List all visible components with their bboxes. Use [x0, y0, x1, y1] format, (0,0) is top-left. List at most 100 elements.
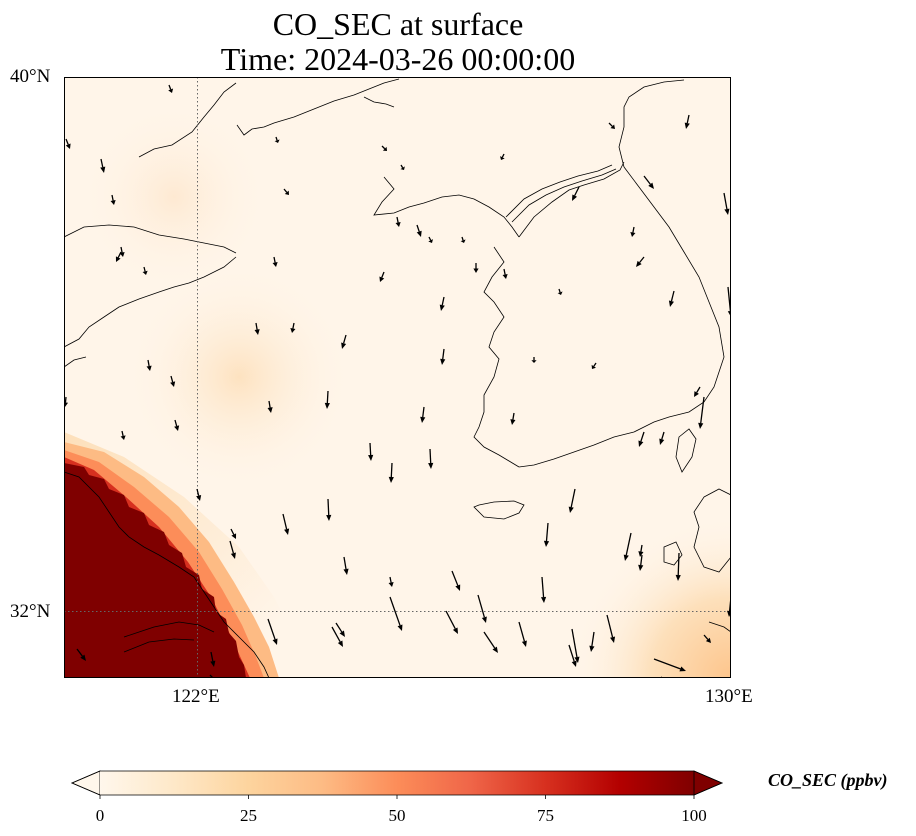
wind-arrow-shaft [541, 576, 545, 598]
map-border [64, 77, 731, 678]
wind-arrow-shaft [570, 488, 576, 508]
wind-arrow-shaft [343, 334, 347, 344]
wind-arrow-shaft [696, 386, 701, 393]
wind-arrow-shaft [120, 246, 123, 253]
wind-arrow-head [439, 304, 445, 311]
wind-arrow-shaft [282, 513, 288, 530]
colorbar-tick-label: 100 [681, 806, 707, 825]
colorbar-label: CO_SEC (ppbv) [768, 770, 888, 790]
wind-arrow-head [290, 327, 296, 333]
wind-arrow-shaft [677, 552, 680, 576]
wind-arrow-head [231, 533, 237, 539]
wind-arrow-head [382, 146, 387, 151]
wind-arrow-shaft [632, 226, 635, 233]
wind-arrow-head [196, 494, 202, 501]
wind-arrow-head [638, 440, 644, 447]
wind-arrow-head [343, 568, 349, 575]
wind-arrow-head [339, 630, 345, 637]
wind-arrow-shaft [574, 186, 580, 196]
wind-arrow-head [337, 640, 343, 647]
wind-arrow-shaft [170, 375, 174, 383]
map-panel [64, 77, 731, 678]
lat-tick-label: 40°N [10, 66, 51, 87]
wind-arrow-head [110, 199, 116, 205]
wind-arrow-head [455, 584, 461, 591]
wind-arrow-head [230, 552, 236, 559]
wind-arrow-shaft [273, 256, 276, 263]
wind-arrow-head [694, 391, 699, 397]
wind-arrow-head [267, 407, 273, 413]
wind-arrow-shaft [255, 322, 258, 330]
map-canvas [64, 77, 731, 678]
wind-arrow-head [572, 194, 578, 201]
wind-arrow-head [481, 616, 487, 623]
wind-arrow-head [388, 581, 394, 587]
wind-arrow-head [272, 261, 278, 267]
wind-arrow-shaft [389, 576, 392, 583]
colorbar-tick-label: 50 [388, 806, 406, 825]
wind-arrow-shaft [428, 236, 432, 241]
wind-arrow-shaft [670, 290, 675, 302]
wind-arrow-head [636, 260, 642, 267]
wind-arrow-head [668, 300, 674, 307]
wind-arrow-shaft [686, 114, 690, 124]
wind-arrow-shaft [441, 296, 445, 306]
wind-arrow-head [254, 329, 260, 335]
map-title: CO_SEC at surface [272, 6, 524, 42]
wind-arrow-head [571, 660, 577, 667]
wind-arrow-head [115, 256, 121, 262]
wind-arrow-head [502, 273, 508, 279]
wind-arrow-head [428, 462, 434, 469]
wind-arrow-shaft [369, 442, 372, 456]
wind-arrow-shaft [422, 406, 425, 418]
lat-tick-label: 32°N [10, 601, 51, 622]
wind-arrow-head [610, 636, 616, 643]
wind-arrow-head [724, 208, 730, 215]
wind-arrow-head [531, 360, 537, 363]
wind-arrow-head [521, 640, 527, 647]
wind-arrow-head [210, 660, 216, 667]
wind-arrow-head [397, 624, 403, 631]
wind-arrow-shaft [545, 522, 549, 542]
wind-arrow-shaft [230, 528, 235, 535]
wind-arrow-shaft [445, 610, 456, 629]
wind-arrow-shaft [483, 631, 496, 649]
wind-arrow-head [684, 122, 690, 129]
lon-tick-label: 122°E [172, 686, 220, 707]
wind-arrow-shaft [267, 618, 276, 640]
colorbar-extend-max [693, 770, 724, 796]
wind-arrow-shaft [210, 651, 214, 662]
wind-arrow-shaft [381, 145, 386, 150]
lon-tick-label: 130°E [705, 686, 753, 707]
wind-arrow-head [589, 645, 595, 652]
wind-arrow-shaft [196, 488, 200, 496]
wind-arrow-shaft [416, 224, 420, 232]
wind-arrow-shaft [501, 153, 505, 158]
wind-arrow-shaft [283, 188, 288, 193]
wind-arrow-head [326, 514, 332, 521]
wind-arrow-head [557, 291, 563, 295]
wind-arrow-head [500, 156, 505, 160]
wind-arrow-shaft [653, 658, 681, 670]
wind-arrow-head [272, 638, 278, 645]
wind-arrow-head [65, 143, 71, 149]
wind-arrow-head [675, 574, 681, 581]
wind-arrow-shaft [643, 175, 651, 185]
wind-arrow-head [400, 166, 405, 170]
wind-arrow-head [492, 646, 498, 653]
wind-arrow-head [274, 139, 280, 143]
wind-arrow-head [341, 342, 347, 349]
wind-arrow-shaft [111, 194, 114, 201]
wind-arrow-head [591, 364, 596, 369]
wind-arrow-shaft [608, 122, 613, 127]
wind-arrow-shaft [703, 634, 709, 640]
wind-arrow-head [379, 276, 385, 282]
wind-arrow-shaft [327, 498, 330, 516]
wind-arrow-head [416, 230, 422, 237]
wind-arrow-shaft [174, 419, 178, 427]
wind-arrow-shaft [591, 631, 595, 647]
wind-arrow-head [623, 554, 629, 561]
wind-arrow-head [698, 422, 704, 429]
wind-arrow-shaft [640, 431, 645, 442]
wind-arrow-shaft [390, 462, 393, 478]
